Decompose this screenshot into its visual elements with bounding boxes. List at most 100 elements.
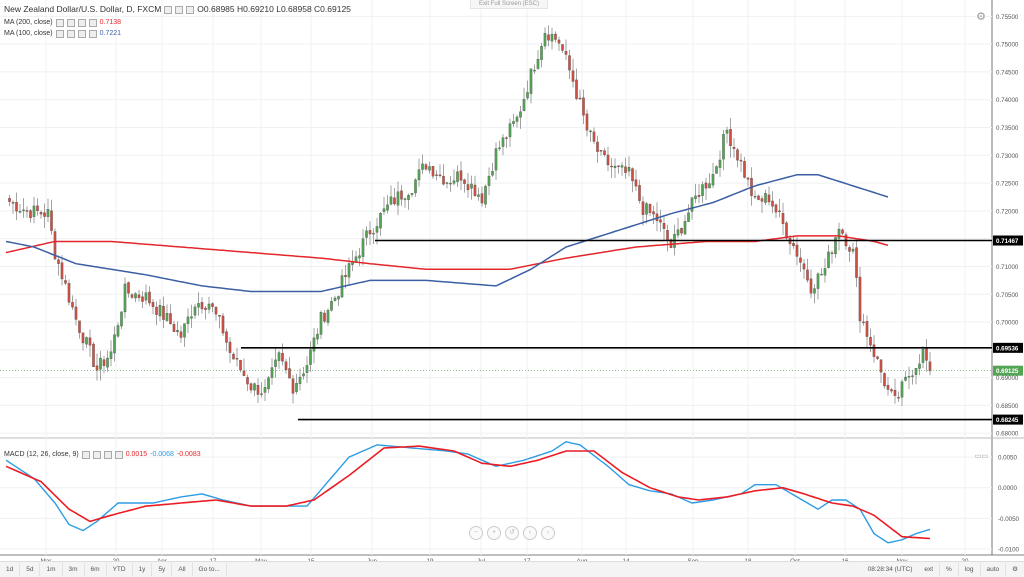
level-label: 0.69536 bbox=[996, 345, 1019, 352]
ma200-visibility-toggle[interactable] bbox=[55, 18, 64, 27]
candle-body bbox=[134, 293, 137, 299]
macd-more-toggle[interactable] bbox=[114, 450, 123, 459]
candle-body bbox=[344, 275, 347, 278]
range-button[interactable]: 5d bbox=[20, 563, 41, 576]
candle-body bbox=[106, 357, 109, 368]
range-button[interactable]: 1y bbox=[133, 563, 153, 576]
current-price-box bbox=[993, 365, 1023, 376]
gear-icon[interactable]: ⚙ bbox=[976, 11, 986, 23]
candle-body bbox=[393, 197, 396, 205]
candle-body bbox=[515, 116, 519, 122]
level-label: 0.71467 bbox=[996, 238, 1019, 245]
candle-body bbox=[501, 137, 505, 147]
candle-body bbox=[295, 383, 298, 392]
scale-button[interactable]: % bbox=[940, 563, 959, 576]
macd-line bbox=[5, 441, 931, 544]
range-button[interactable]: Go to... bbox=[193, 563, 227, 576]
candle-body bbox=[284, 361, 288, 371]
candle-body bbox=[176, 330, 179, 333]
ma100-remove-toggle[interactable] bbox=[77, 29, 86, 38]
candle-body bbox=[683, 221, 687, 235]
zoom-in-icon[interactable]: + bbox=[487, 526, 501, 540]
candle-body bbox=[592, 131, 596, 142]
candle-body bbox=[505, 137, 508, 139]
pane-maximize-icon[interactable]: ▭▭ bbox=[974, 453, 988, 460]
range-button[interactable]: All bbox=[172, 563, 193, 576]
ma100-settings-toggle[interactable] bbox=[66, 29, 75, 38]
range-button[interactable]: 1d bbox=[0, 563, 21, 576]
settings-toggle[interactable] bbox=[175, 5, 184, 14]
candle-body bbox=[792, 243, 795, 247]
scroll-right-icon[interactable]: › bbox=[541, 526, 555, 540]
candle-body bbox=[522, 98, 526, 112]
candle-body bbox=[858, 276, 862, 322]
candle-body bbox=[309, 349, 312, 365]
candle-body bbox=[743, 161, 746, 178]
macd-settings-toggle[interactable] bbox=[92, 450, 101, 459]
toolbar-right: 08:28:34 (UTC) ext% log auto ⚙ bbox=[862, 563, 1024, 576]
candle-body bbox=[431, 166, 435, 177]
ma200-more-toggle[interactable] bbox=[88, 18, 97, 27]
range-buttons: 1d 5d 1m 3m 6m YTD 1y 5y All Go to... bbox=[0, 563, 227, 576]
candle-body bbox=[638, 185, 641, 201]
range-button[interactable]: YTD bbox=[107, 563, 133, 576]
candle-body bbox=[414, 179, 417, 194]
candle-body bbox=[400, 190, 403, 200]
macd-visibility-toggle[interactable] bbox=[81, 450, 90, 459]
remove-toggle[interactable] bbox=[186, 5, 195, 14]
candle-body bbox=[228, 341, 232, 353]
ma200-settings-toggle[interactable] bbox=[66, 18, 75, 27]
candle-body bbox=[190, 316, 193, 319]
visibility-toggle[interactable] bbox=[164, 5, 173, 14]
candle-body bbox=[375, 226, 379, 233]
candle-body bbox=[648, 203, 652, 213]
level-label: 0.68245 bbox=[996, 417, 1019, 424]
exit-fullscreen-button[interactable]: Exit Full Screen (ESC) bbox=[470, 0, 549, 9]
candle-body bbox=[316, 333, 319, 340]
candle-body bbox=[617, 165, 620, 167]
reset-icon[interactable]: ↺ bbox=[505, 526, 519, 540]
candle-body bbox=[666, 230, 669, 241]
candle-body bbox=[778, 210, 781, 213]
range-button[interactable]: 6m bbox=[85, 563, 107, 576]
candle-body bbox=[606, 154, 610, 166]
scale-button[interactable]: auto bbox=[981, 563, 1007, 576]
range-button[interactable]: 5y bbox=[152, 563, 173, 576]
scroll-left-icon[interactable]: ‹ bbox=[523, 526, 537, 540]
zoom-out-icon[interactable]: − bbox=[469, 526, 483, 540]
candle-body bbox=[739, 159, 743, 162]
candle-body bbox=[337, 296, 340, 300]
range-button[interactable]: 3m bbox=[63, 563, 85, 576]
candle-body bbox=[207, 303, 211, 310]
candle-body bbox=[774, 204, 778, 213]
macd-tick-label: 0.0050 bbox=[998, 455, 1017, 462]
candle-body bbox=[57, 259, 60, 264]
ma100-visibility-toggle[interactable] bbox=[55, 29, 64, 38]
level-label-box bbox=[993, 235, 1023, 246]
candle-body bbox=[116, 325, 120, 337]
candle-body bbox=[732, 147, 736, 149]
candle-body bbox=[848, 247, 851, 252]
candle-body bbox=[410, 193, 414, 195]
candle-body bbox=[302, 373, 305, 377]
candle-body bbox=[547, 34, 550, 41]
price-tick-label: 0.72500 bbox=[996, 181, 1019, 188]
scale-button[interactable]: log bbox=[959, 563, 981, 576]
candle-body bbox=[494, 148, 498, 171]
candle-body bbox=[589, 130, 592, 133]
candle-body bbox=[319, 312, 323, 335]
gear-icon[interactable]: ⚙ bbox=[1012, 566, 1018, 573]
candle-body bbox=[746, 177, 750, 180]
range-button[interactable]: 1m bbox=[40, 563, 63, 576]
ma200-remove-toggle[interactable] bbox=[77, 18, 86, 27]
ma100-more-toggle[interactable] bbox=[88, 29, 97, 38]
candle-body bbox=[330, 301, 333, 311]
candle-body bbox=[186, 316, 190, 324]
scale-button[interactable]: ext bbox=[918, 563, 941, 576]
macd-remove-toggle[interactable] bbox=[103, 450, 112, 459]
candle-body bbox=[445, 182, 449, 184]
candle-body bbox=[50, 210, 53, 231]
candle-body bbox=[806, 269, 809, 281]
candle-body bbox=[498, 147, 501, 149]
